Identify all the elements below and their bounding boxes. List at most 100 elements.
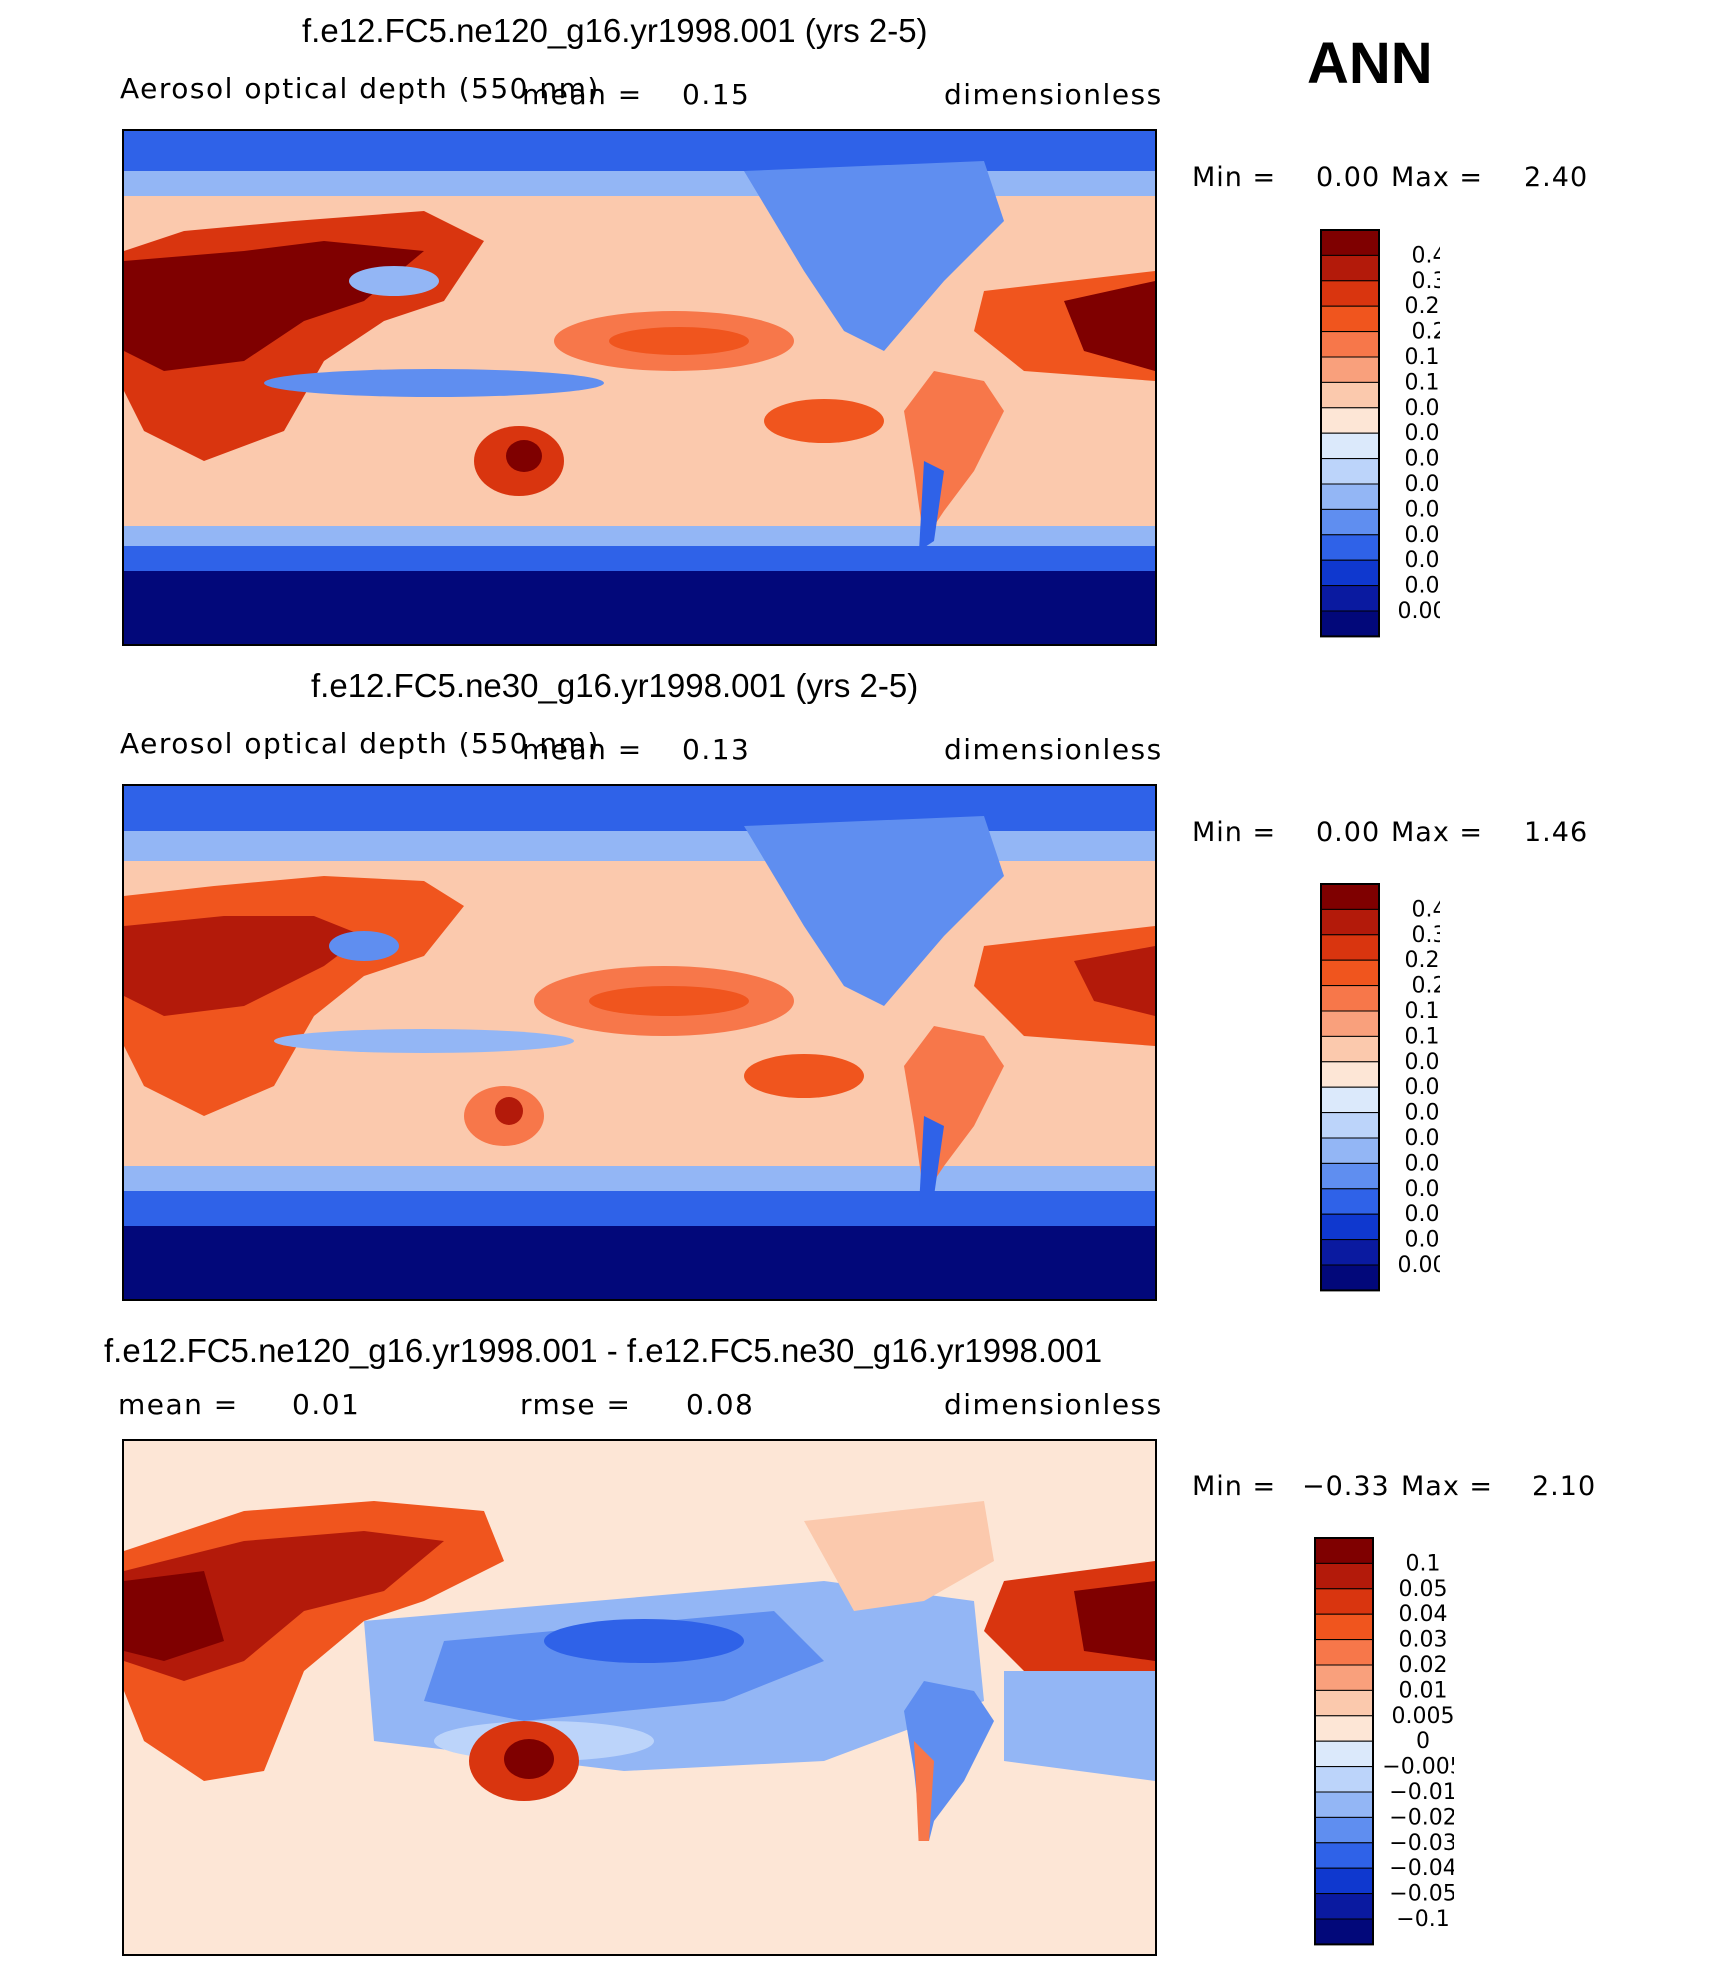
colorbar-level-label: −0.01: [1389, 1780, 1454, 1805]
colorbar-level-label: 0.15: [1405, 999, 1440, 1024]
panel2-map-svg: [124, 786, 1155, 1299]
colorbar-level-label: 0.4: [1412, 897, 1441, 922]
colorbar-swatch: [1320, 305, 1380, 333]
colorbar-level-label: 0.08: [1405, 1050, 1440, 1075]
colorbar-swatch: [1314, 1689, 1374, 1717]
colorbar-level-label: −0.05: [1389, 1882, 1454, 1907]
colorbar-level-label: 0.01: [1405, 574, 1440, 599]
colorbar-level-label: 0.3: [1412, 269, 1441, 294]
colorbar-swatch: [1314, 1791, 1374, 1818]
colorbar-level-label: 0.25: [1405, 948, 1440, 973]
panel3-mean-value: 0.01: [292, 1388, 361, 1421]
colorbar-level-label: 0.01: [1405, 1228, 1440, 1253]
colorbar-swatch: [1320, 1239, 1380, 1266]
panel3-colorbar: 0.10.050.040.030.020.010.0050−0.005−0.01…: [1314, 1537, 1464, 1954]
panel3-rmse-value: 0.08: [686, 1388, 755, 1421]
colorbar-swatch: [1320, 1035, 1380, 1063]
colorbar-swatch: [1320, 381, 1380, 409]
colorbar-level-label: 0.25: [1405, 294, 1440, 319]
panel3-min-label: Min =: [1192, 1471, 1277, 1502]
colorbar-swatch: [1320, 229, 1380, 256]
colorbar-swatch: [1320, 534, 1380, 561]
colorbar-level-label: 0.06: [1405, 1101, 1440, 1126]
colorbar-level-label: −0.04: [1389, 1856, 1454, 1881]
colorbar-level-label: 0.05: [1399, 1577, 1448, 1602]
colorbar-border: [1314, 1537, 1374, 1946]
colorbar-swatch: [1320, 1086, 1380, 1114]
panel1-variable: Aerosol optical depth (550 nm): [120, 72, 600, 105]
colorbar-swatch: [1320, 1010, 1380, 1037]
panel3-max-label: Max =: [1401, 1471, 1494, 1502]
colorbar-swatch: [1320, 1061, 1380, 1088]
colorbar-level-label: 0.04: [1405, 1151, 1440, 1176]
colorbar-swatch: [1320, 985, 1380, 1012]
colorbar-swatch: [1320, 1112, 1380, 1139]
panel2-colorbar-svg: 0.40.30.250.20.150.120.080.070.060.050.0…: [1320, 883, 1460, 1292]
panel1-max-label: Max =: [1391, 162, 1484, 193]
panel3-units: dimensionless: [944, 1388, 1163, 1421]
colorbar-swatch: [1320, 432, 1380, 460]
colorbar-level-label: 0.01: [1399, 1678, 1448, 1703]
panel1-mean-label: mean =: [522, 78, 643, 111]
colorbar-swatch: [1320, 331, 1380, 358]
panel1-min-value: 0.00: [1316, 162, 1381, 193]
panel2-min-label: Min =: [1192, 817, 1277, 848]
colorbar-swatch: [1320, 508, 1380, 536]
colorbar-swatch: [1320, 458, 1380, 485]
colorbar-level-label: 0.12: [1405, 1024, 1440, 1049]
colorbar-swatch: [1314, 1664, 1374, 1691]
colorbar-swatch: [1320, 407, 1380, 434]
colorbar-level-label: 0.05: [1405, 1126, 1440, 1151]
colorbar-swatch: [1320, 356, 1380, 383]
colorbar-level-label: 0.4: [1412, 243, 1441, 268]
panel3-colorbar-svg: 0.10.050.040.030.020.010.0050−0.005−0.01…: [1314, 1537, 1464, 1946]
colorbar-swatch: [1314, 1816, 1374, 1844]
colorbar-level-label: −0.1: [1396, 1907, 1449, 1932]
colorbar-level-label: −0.02: [1389, 1805, 1454, 1830]
colorbar-level-label: 0.08: [1405, 396, 1440, 421]
colorbar-swatch: [1314, 1537, 1374, 1564]
panel3-title: f.e12.FC5.ne120_g16.yr1998.001 - f.e12.F…: [104, 1332, 1103, 1369]
colorbar-level-label: 0.07: [1405, 421, 1440, 446]
colorbar-level-label: 0.06: [1405, 447, 1440, 472]
colorbar-level-label: 0.04: [1405, 497, 1440, 522]
panel2-max-label: Max =: [1391, 817, 1484, 848]
panel1-colorbar: 0.40.30.250.20.150.120.080.070.060.050.0…: [1320, 229, 1460, 646]
colorbar-level-label: 0.07: [1405, 1075, 1440, 1100]
panel2-max-value: 1.46: [1524, 817, 1589, 848]
panel2-mean-value: 0.13: [682, 733, 751, 766]
panel2-min-value: 0.00: [1316, 817, 1381, 848]
colorbar-level-label: 0.2: [1412, 974, 1441, 999]
panel3-rmse-label: rmse =: [520, 1388, 632, 1421]
panel1-map-svg: [124, 131, 1155, 644]
colorbar-level-label: 0.05: [1405, 472, 1440, 497]
panel1-min-label: Min =: [1192, 162, 1277, 193]
panel2-mean-label: mean =: [522, 733, 643, 766]
colorbar-level-label: 0.3: [1412, 923, 1441, 948]
colorbar-swatch: [1320, 559, 1380, 587]
panel1-mean-value: 0.15: [682, 78, 751, 111]
colorbar-swatch: [1320, 1137, 1380, 1164]
panel3-map-svg: [124, 1441, 1155, 1954]
colorbar-swatch: [1314, 1918, 1374, 1945]
colorbar-swatch: [1320, 908, 1380, 936]
colorbar-swatch: [1314, 1588, 1374, 1615]
colorbar-level-label: 0.02: [1405, 1202, 1440, 1227]
panel1-max-value: 2.40: [1524, 162, 1589, 193]
colorbar-level-label: 0.005: [1398, 1253, 1440, 1278]
colorbar-swatch: [1320, 1213, 1380, 1241]
colorbar-swatch: [1320, 959, 1380, 987]
colorbar-swatch: [1314, 1766, 1374, 1793]
colorbar-swatch: [1314, 1613, 1374, 1641]
panel2-colorbar: 0.40.30.250.20.150.120.080.070.060.050.0…: [1320, 883, 1460, 1300]
colorbar-swatch: [1314, 1562, 1374, 1590]
panel2-map: [122, 784, 1157, 1301]
colorbar-swatch: [1320, 585, 1380, 612]
colorbar-level-label: 0.03: [1405, 523, 1440, 548]
colorbar-level-label: −0.005: [1382, 1755, 1454, 1780]
colorbar-level-label: 0.005: [1392, 1704, 1454, 1729]
colorbar-swatch: [1314, 1715, 1374, 1742]
season-label: ANN: [1307, 31, 1433, 96]
colorbar-swatch: [1320, 1188, 1380, 1215]
panel2-title: f.e12.FC5.ne30_g16.yr1998.001 (yrs 2-5): [311, 667, 919, 704]
